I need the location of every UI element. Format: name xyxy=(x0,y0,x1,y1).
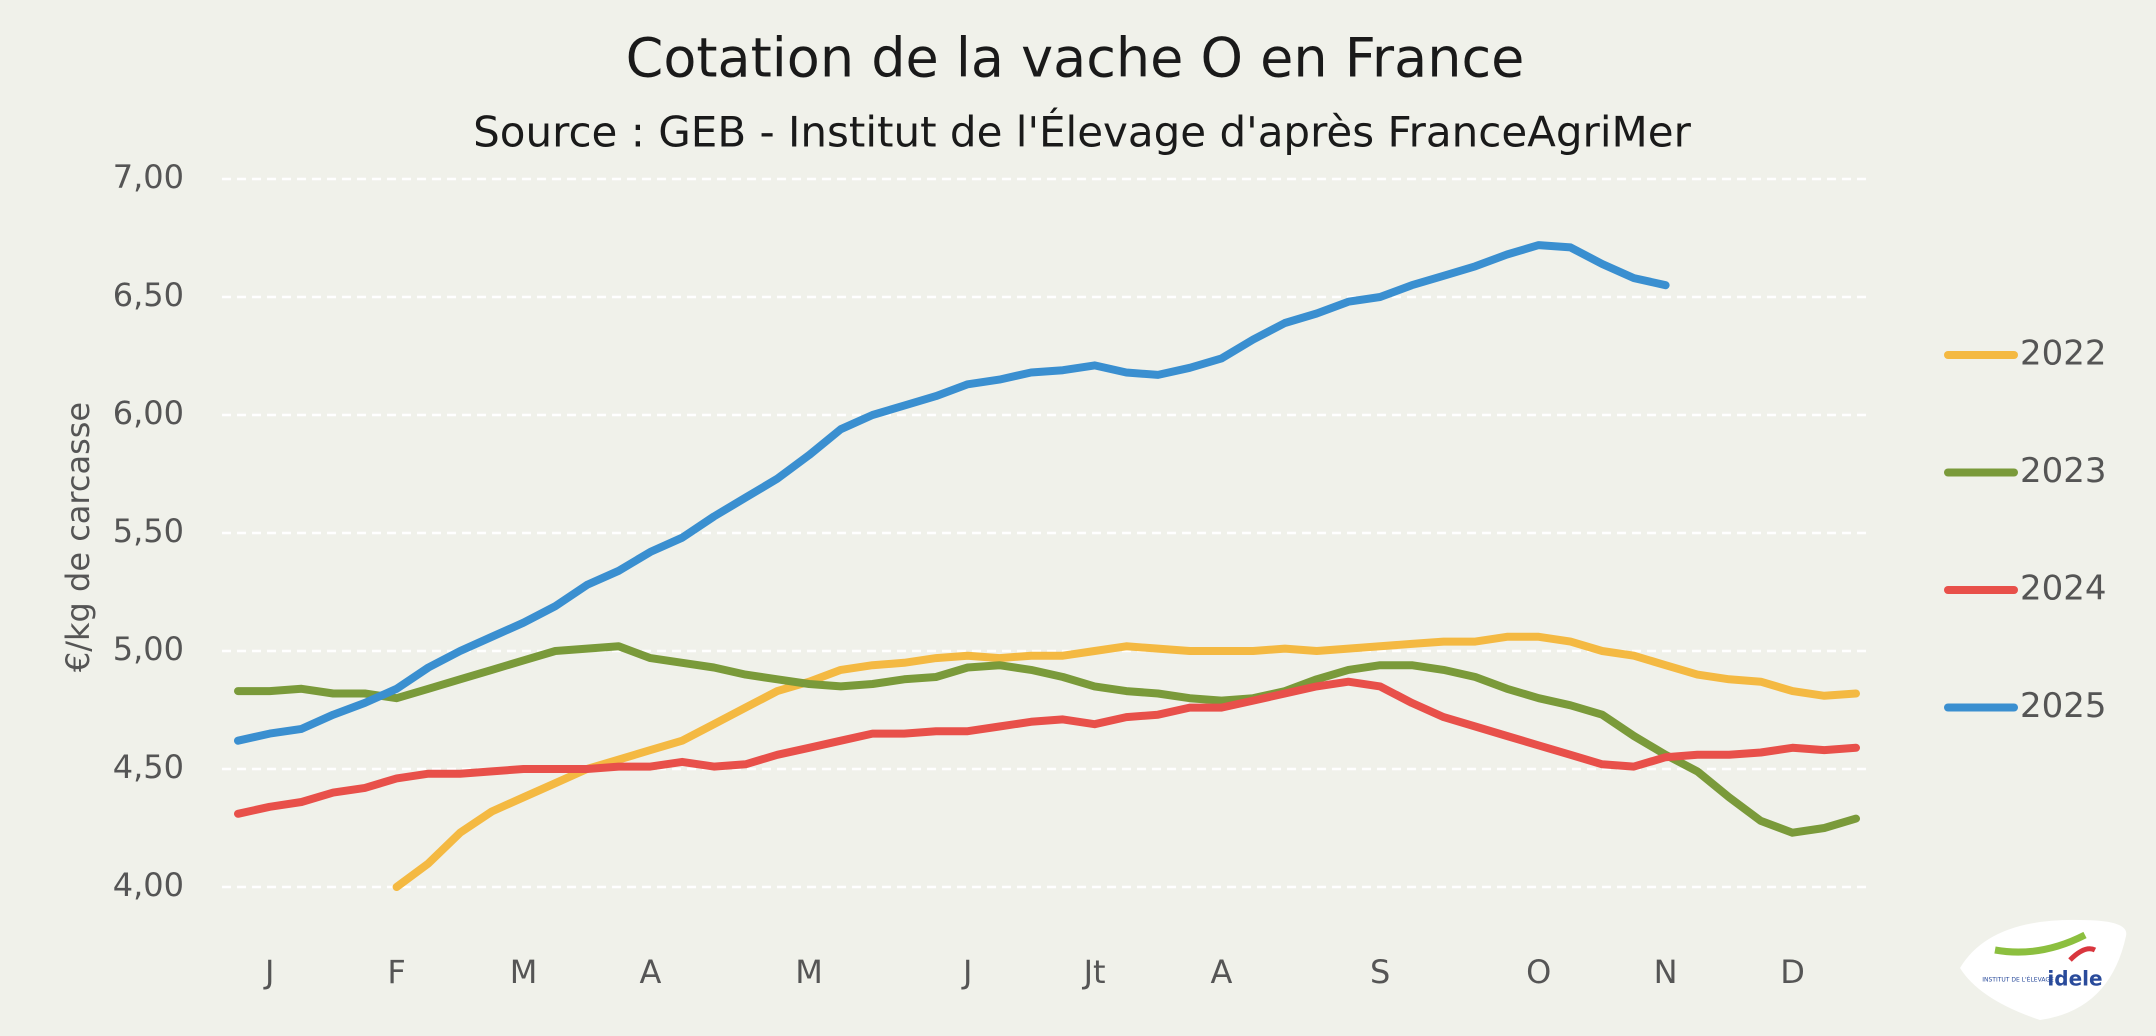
y-tick-label: 7,00 xyxy=(113,158,184,196)
logo-name: idele xyxy=(2047,967,2102,991)
legend-label: 2025 xyxy=(2020,686,2107,726)
x-tick-label: A xyxy=(639,953,661,991)
legend-label: 2024 xyxy=(2020,569,2107,609)
x-tick-label: Jt xyxy=(1082,953,1106,991)
x-tick-label: D xyxy=(1780,953,1805,991)
x-tick-label: S xyxy=(1370,953,1390,991)
legend-label: 2022 xyxy=(2020,334,2107,374)
line-series xyxy=(234,241,1670,745)
y-axis-label: €/kg de carcasse xyxy=(59,402,97,672)
x-tick-label: N xyxy=(1654,953,1678,991)
x-tick-label: O xyxy=(1526,953,1551,991)
logo-caption: INSTITUT DE L'ÉLEVAGE xyxy=(1982,976,2054,984)
x-tick-label: J xyxy=(263,953,274,991)
x-tick-label: F xyxy=(387,953,405,991)
y-tick-label: 4,50 xyxy=(113,748,184,786)
line-series xyxy=(234,677,1860,818)
y-tick-label: 5,00 xyxy=(113,630,184,668)
legend-label: 2023 xyxy=(2020,451,2107,491)
x-tick-label: M xyxy=(795,953,823,991)
logo: idele INSTITUT DE L'ÉLEVAGE xyxy=(1960,919,2127,1020)
logo-swoosh xyxy=(1994,931,2087,956)
chart-title: Cotation de la vache O en France xyxy=(626,27,1525,90)
y-tick-label: 6,00 xyxy=(113,394,184,432)
y-tick-label: 5,50 xyxy=(113,512,184,550)
logo-swoosh-red xyxy=(2068,946,2097,962)
x-tick-label: A xyxy=(1211,953,1233,991)
y-tick-label: 4,00 xyxy=(113,866,184,904)
line-series xyxy=(392,632,1860,891)
line-series xyxy=(234,642,1860,837)
chart-subtitle: Source : GEB - Institut de l'Élevage d'a… xyxy=(473,107,1691,157)
x-tick-label: J xyxy=(961,953,972,991)
logo-badge xyxy=(1960,919,2127,1020)
x-tick-label: M xyxy=(510,953,538,991)
y-tick-label: 6,50 xyxy=(113,276,184,314)
